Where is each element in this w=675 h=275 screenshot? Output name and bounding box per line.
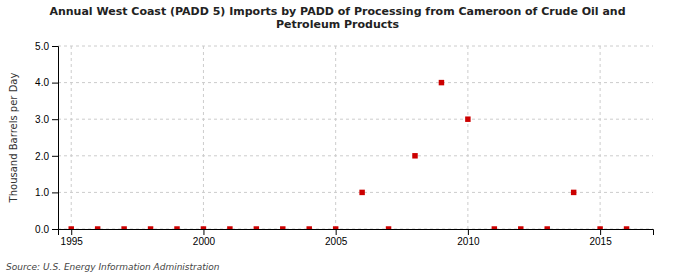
y-tick: 0.0 xyxy=(35,224,58,235)
x-tick: 2005 xyxy=(325,229,348,247)
point xyxy=(121,226,126,229)
source: Source: U.S. Energy Information Administ… xyxy=(6,262,220,272)
point xyxy=(544,226,549,229)
y-label: Thousand Barrels per Day xyxy=(8,73,19,204)
chart: Annual West Coast (PADD 5) Imports by PA… xyxy=(0,0,675,275)
tick-label: 2010 xyxy=(457,236,480,247)
point xyxy=(68,226,73,229)
point xyxy=(280,226,285,229)
grid-line xyxy=(600,46,601,229)
grid-line xyxy=(58,192,653,193)
y-axis: 0.0 1.0 2.0 3.0 4.0 5.0 xyxy=(35,41,58,235)
point xyxy=(492,226,497,229)
points xyxy=(68,80,629,229)
y-tick: 3.0 xyxy=(35,114,58,125)
point xyxy=(174,226,179,229)
tick-label: 1.0 xyxy=(35,187,49,198)
point xyxy=(359,190,364,195)
tick-label: 4.0 xyxy=(35,77,49,88)
tick-label: 1995 xyxy=(61,236,84,247)
point xyxy=(333,226,338,229)
point xyxy=(201,226,206,229)
y-tick: 5.0 xyxy=(35,41,58,52)
grid-line xyxy=(58,155,653,156)
tick-mark xyxy=(52,83,58,84)
point xyxy=(306,226,311,229)
plot: 1995 2000 2005 2010 2015 0.0 1.0 2.0 3.0 4.0 5.0 xyxy=(35,41,653,247)
tick-label: 0.0 xyxy=(35,224,49,235)
tick-label: 2.0 xyxy=(35,151,49,162)
tick-label: 2015 xyxy=(589,236,612,247)
point xyxy=(254,226,259,229)
point xyxy=(227,226,232,229)
y-tick: 4.0 xyxy=(35,77,58,88)
title: Annual West Coast (PADD 5) Imports by PA… xyxy=(49,5,625,31)
point xyxy=(597,226,602,229)
axis-line xyxy=(52,47,59,230)
tick-label: 2005 xyxy=(325,236,348,247)
tick-label: 3.0 xyxy=(35,114,49,125)
x-axis: 1995 2000 2005 2010 2015 xyxy=(59,229,654,247)
tick-mark xyxy=(52,192,58,193)
point xyxy=(571,190,576,195)
tick-mark xyxy=(52,229,58,230)
y-tick: 2.0 xyxy=(35,151,58,162)
x-tick: 2000 xyxy=(193,229,216,247)
tick-label: 5.0 xyxy=(35,41,49,52)
point xyxy=(624,226,629,229)
grid-line xyxy=(335,46,336,229)
grid-line xyxy=(71,46,72,229)
y-tick: 1.0 xyxy=(35,187,58,198)
point xyxy=(95,226,100,229)
grid-line xyxy=(58,82,653,83)
tick-label: 2000 xyxy=(193,236,216,247)
point xyxy=(518,226,523,229)
tick-mark xyxy=(336,229,337,235)
grid-line xyxy=(203,46,204,229)
grid-line xyxy=(467,46,468,229)
tick-mark xyxy=(71,229,72,235)
grid-line xyxy=(58,46,653,47)
x-tick: 2010 xyxy=(457,229,480,247)
grid xyxy=(58,46,653,229)
x-tick: 1995 xyxy=(61,229,84,247)
axis-line xyxy=(59,230,654,236)
point xyxy=(465,116,470,121)
x-tick: 2015 xyxy=(589,229,612,247)
point xyxy=(412,153,417,158)
tick-mark xyxy=(468,229,469,235)
tick-mark xyxy=(52,119,58,120)
point xyxy=(386,226,391,229)
tick-mark xyxy=(600,229,601,235)
tick-mark xyxy=(203,229,204,235)
point xyxy=(148,226,153,229)
point xyxy=(439,80,444,85)
tick-mark xyxy=(52,46,58,47)
grid-line xyxy=(58,119,653,120)
tick-mark xyxy=(52,156,58,157)
